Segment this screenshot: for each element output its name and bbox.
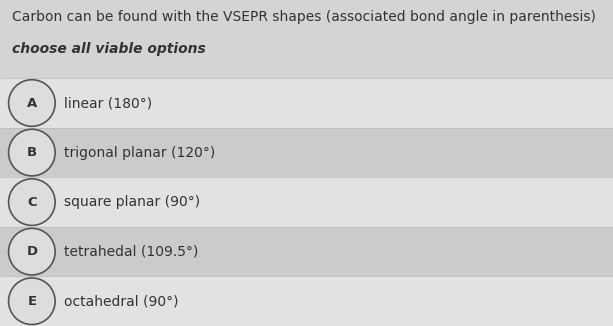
Ellipse shape (9, 229, 55, 275)
Bar (0, 276, 613, 326)
Text: trigonal planar (120°): trigonal planar (120°) (64, 146, 216, 159)
Ellipse shape (9, 80, 55, 126)
Ellipse shape (9, 278, 55, 324)
Bar (0, 78, 613, 128)
Text: tetrahedal (109.5°): tetrahedal (109.5°) (64, 245, 199, 259)
Text: square planar (90°): square planar (90°) (64, 195, 200, 209)
Ellipse shape (9, 129, 55, 176)
Bar (0, 227, 613, 276)
Text: choose all viable options: choose all viable options (12, 42, 206, 56)
Text: C: C (27, 196, 37, 209)
Text: linear (180°): linear (180°) (64, 96, 153, 110)
Bar (0, 177, 613, 227)
Text: octahedral (90°): octahedral (90°) (64, 294, 179, 308)
Text: Carbon can be found with the VSEPR shapes (associated bond angle in parenthesis): Carbon can be found with the VSEPR shape… (12, 10, 596, 24)
Text: D: D (26, 245, 37, 258)
Text: A: A (27, 96, 37, 110)
Text: B: B (27, 146, 37, 159)
Bar (0, 128, 613, 177)
Text: E: E (28, 295, 36, 308)
Ellipse shape (9, 179, 55, 225)
